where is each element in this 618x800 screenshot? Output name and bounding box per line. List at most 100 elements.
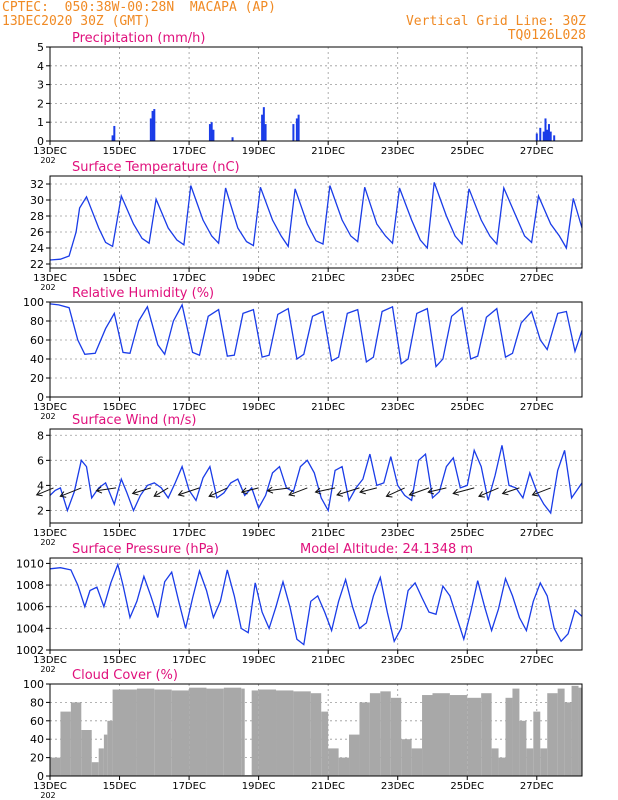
precip-bar: [264, 124, 267, 141]
cloud-cover-bar: [293, 691, 311, 776]
cloud-cover-ytick-label: 80: [30, 696, 44, 709]
wind-title: Surface Wind (m/s): [72, 413, 196, 428]
cloud-cover-bar: [136, 688, 155, 776]
temperature-xtick-year: 202: [40, 283, 55, 292]
cloud-cover-bar: [564, 702, 572, 776]
temperature-ytick-label: 24: [30, 242, 44, 255]
wind-vector: [153, 487, 169, 497]
temperature-xtick-label: 17DEC: [172, 273, 206, 284]
precip-bar: [553, 135, 556, 141]
cloud-cover-bar: [276, 690, 294, 776]
wind-ytick-label: 6: [37, 454, 44, 467]
pressure-xtick-label: 23DEC: [381, 655, 415, 666]
wind-vector-head: [131, 488, 139, 496]
precip-bar: [544, 118, 547, 141]
precipitation-xtick-year: 202: [40, 156, 55, 165]
cloud-cover-bar: [432, 693, 450, 776]
temperature-line: [49, 182, 583, 261]
precip-bar: [549, 131, 552, 141]
wind-vector: [267, 487, 290, 492]
wind-vector-head: [240, 487, 248, 495]
cloud-cover-ytick-label: 20: [30, 752, 44, 765]
cloud-cover-bar: [422, 695, 433, 776]
cloud-cover-bar: [401, 739, 412, 776]
precipitation-xtick-label: 23DEC: [381, 146, 415, 157]
precipitation-xtick-label: 25DEC: [450, 146, 484, 157]
precipitation-xtick-label: 17DEC: [172, 146, 206, 157]
cloud-cover-bar: [505, 697, 513, 776]
wind-vector-head: [153, 490, 161, 497]
wind-vector: [502, 487, 520, 494]
precipitation-ytick-label: 0: [37, 135, 44, 148]
cloud-cover-bar: [189, 687, 207, 776]
cloud-cover-bar: [338, 757, 350, 776]
temperature-xtick-label: 21DEC: [311, 273, 345, 284]
pressure-ytick-label: 1004: [16, 622, 44, 635]
wind-vector-head: [59, 491, 67, 498]
pressure-ytick-label: 1008: [16, 579, 44, 592]
wind-vector-head: [501, 488, 509, 496]
wind-line: [49, 445, 583, 515]
wind-vector-head: [408, 489, 416, 497]
precipitation-xtick-label: 19DEC: [242, 146, 276, 157]
wind-ytick-label: 2: [37, 504, 44, 517]
precip-bar: [113, 125, 116, 141]
cloud-cover-bar: [154, 689, 172, 776]
cloud-cover-bar: [310, 693, 322, 776]
cloud-cover-bar: [107, 720, 113, 776]
humidity-xtick-label: 15DEC: [103, 402, 137, 413]
temperature-frame: [49, 175, 583, 269]
wind-vector: [478, 487, 499, 497]
precip-bar: [111, 135, 114, 141]
cloud-cover-bar: [223, 687, 242, 776]
pressure-ytick-label: 1002: [16, 644, 44, 657]
precip-bar: [292, 124, 295, 141]
cloud-cover-xtick-year: 202: [40, 791, 55, 800]
humidity-ytick-label: 40: [30, 353, 44, 366]
temperature-ytick-label: 30: [30, 194, 44, 207]
pressure-ytick-label: 1010: [16, 557, 44, 570]
cloud-cover-xtick-label: 25DEC: [450, 781, 484, 792]
wind-vector-head: [478, 491, 485, 498]
cloud-cover-bar: [533, 711, 541, 776]
cloud-cover-bar: [171, 690, 190, 776]
wind-vector-head: [177, 490, 185, 497]
wind-xtick-label: 19DEC: [242, 528, 276, 539]
precip-bar: [297, 114, 300, 141]
cloud-cover-bar: [380, 691, 391, 776]
wind-vector-head: [359, 487, 366, 495]
precipitation-ytick-label: 4: [37, 60, 44, 73]
humidity-xtick-label: 13DEC: [33, 402, 67, 413]
pressure-xtick-label: 19DEC: [242, 655, 276, 666]
cloud-cover-bar: [103, 734, 108, 776]
temperature-xtick-label: 19DEC: [242, 273, 276, 284]
humidity-xtick-label: 19DEC: [242, 402, 276, 413]
precip-bar: [547, 124, 550, 141]
wind-vector-head: [336, 490, 344, 497]
pressure-xtick-label: 17DEC: [172, 655, 206, 666]
cloud-cover-bar: [70, 702, 82, 776]
precip-bar: [208, 124, 211, 141]
cloud-cover-bar: [98, 748, 104, 776]
humidity-xtick-year: 202: [40, 412, 55, 421]
wind-xtick-label: 25DEC: [450, 528, 484, 539]
wind-vector: [36, 487, 54, 496]
cloud-cover-xtick-label: 17DEC: [172, 781, 206, 792]
precipitation-frame: [49, 46, 583, 142]
pressure-frame: [49, 557, 583, 651]
wind-ytick-label: 8: [37, 429, 44, 442]
precip-bar: [535, 133, 538, 141]
cloud-cover-bar: [206, 688, 224, 776]
wind-ytick-label: 4: [37, 479, 44, 492]
header-location: CPTEC: 050:38W-00:28N MACAPA (AP): [2, 0, 276, 15]
wind-vector: [336, 487, 360, 496]
wind-vector-head: [427, 487, 435, 495]
humidity-frame: [49, 301, 583, 398]
pressure-line: [49, 562, 583, 646]
cloud-cover-ytick-label: 0: [37, 770, 44, 783]
cloud-cover-bar: [540, 748, 548, 776]
pressure-xtick-label: 21DEC: [311, 655, 345, 666]
humidity-ytick-label: 80: [30, 315, 44, 328]
cloud-cover-ytick-label: 60: [30, 715, 44, 728]
temperature-xtick-label: 13DEC: [33, 273, 67, 284]
